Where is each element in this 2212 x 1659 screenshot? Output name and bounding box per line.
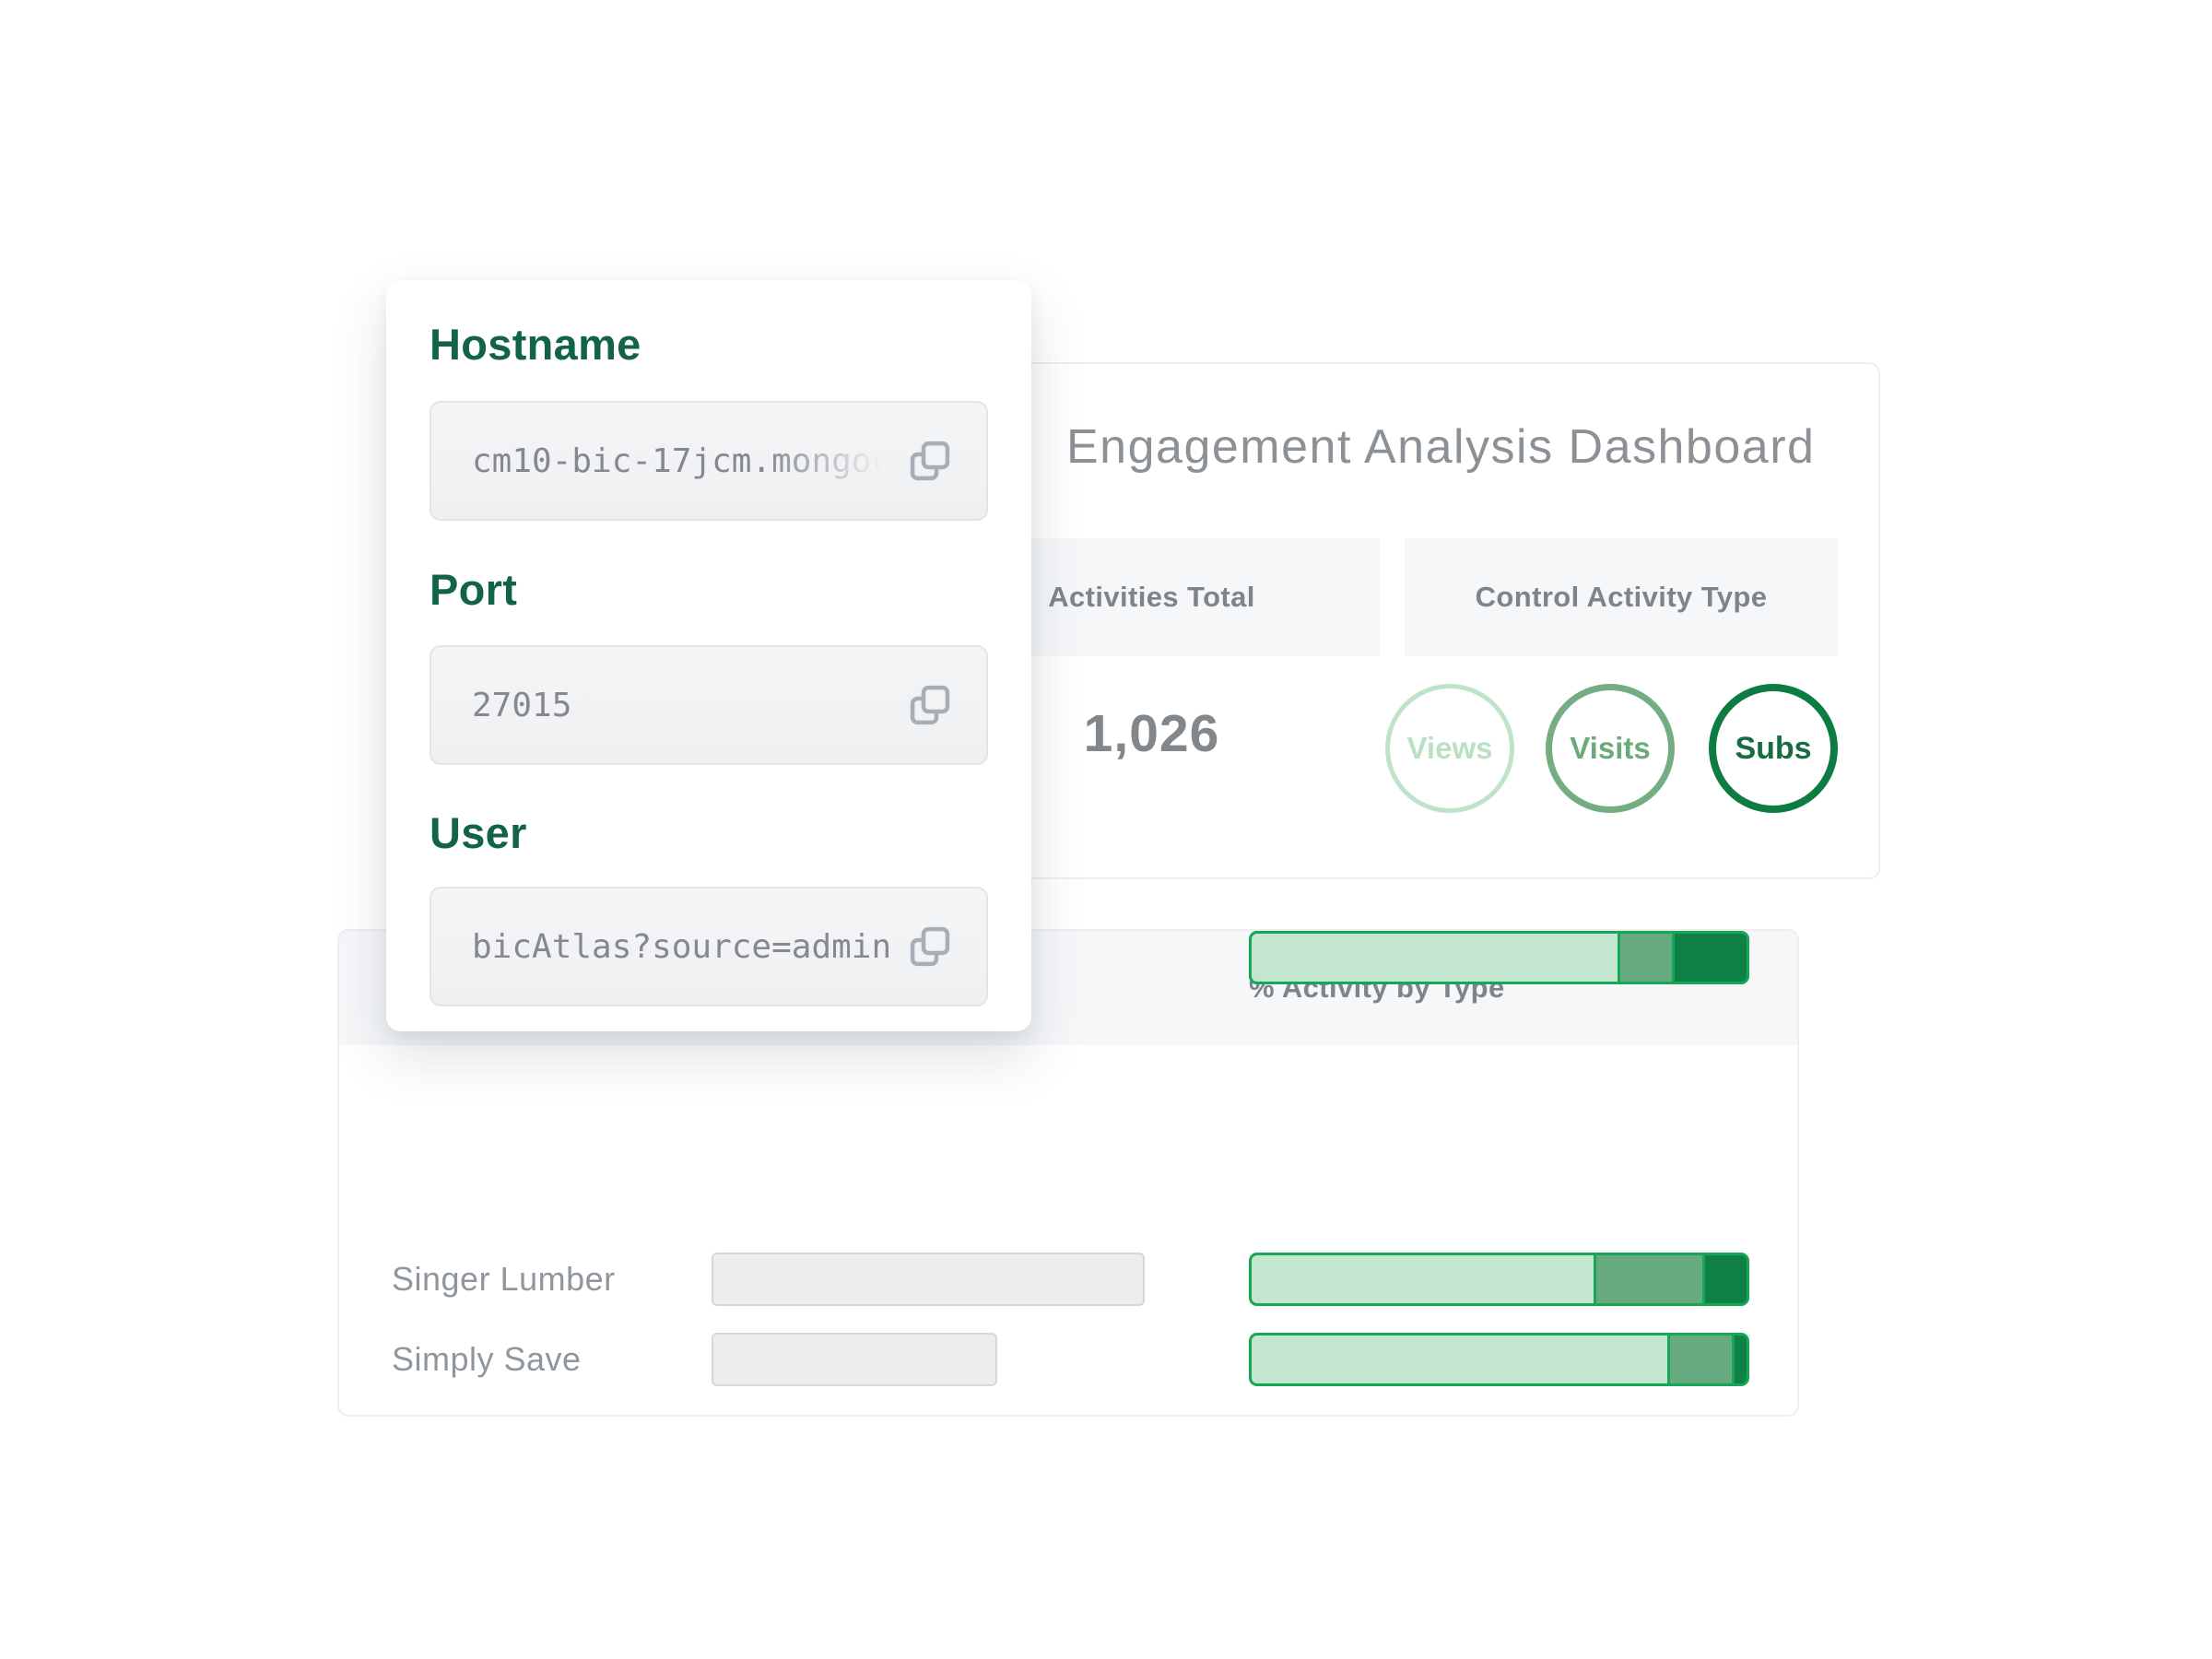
control-activity-type-header-label: Control Activity Type xyxy=(1475,581,1768,613)
visits-segment xyxy=(1667,1335,1732,1383)
volume-bar xyxy=(712,1333,997,1386)
activities-total-header-label: Activities Total xyxy=(1048,581,1255,613)
visits-toggle-label: Visits xyxy=(1570,731,1651,765)
subs-segment xyxy=(1701,1255,1747,1303)
user-field[interactable]: bicAtlas?source=admin xyxy=(429,887,988,1006)
copy-user-button[interactable] xyxy=(905,922,955,971)
subs-toggle-button[interactable]: Subs xyxy=(1709,684,1838,813)
port-field[interactable]: 27015 xyxy=(429,645,988,765)
table-row: Simply Save xyxy=(339,1333,1797,1386)
connection-details-panel: Hostname cm10-bic-17jcm.mongoc Port 2701… xyxy=(386,280,1031,1031)
visits-segment xyxy=(1593,1255,1702,1303)
views-toggle-button[interactable]: Views xyxy=(1385,684,1514,813)
table-row: Singer Lumber xyxy=(339,1253,1797,1306)
page-title: Engagement Analysis Dashboard xyxy=(1066,420,1816,474)
hostname-label: Hostname xyxy=(429,320,641,369)
copy-icon xyxy=(905,436,955,486)
copy-icon xyxy=(905,922,955,971)
stacked-bar xyxy=(1249,931,1749,984)
stacked-bar xyxy=(1249,1253,1749,1306)
subs-segment xyxy=(1672,934,1747,982)
views-segment xyxy=(1252,1255,1594,1303)
copy-hostname-button[interactable] xyxy=(905,436,955,486)
views-segment xyxy=(1252,934,1618,982)
subs-segment xyxy=(1731,1335,1747,1383)
visits-segment xyxy=(1618,934,1673,982)
copy-port-button[interactable] xyxy=(905,680,955,730)
activities-total-value: 1,026 xyxy=(1083,704,1220,763)
dashboard-card: Engagement Analysis Dashboard Activities… xyxy=(876,362,1880,879)
hostname-field[interactable]: cm10-bic-17jcm.mongoc xyxy=(429,401,988,521)
row-label: Simply Save xyxy=(392,1340,582,1378)
views-segment xyxy=(1252,1335,1668,1383)
port-label: Port xyxy=(429,565,518,614)
visits-toggle-button[interactable]: Visits xyxy=(1546,684,1675,813)
views-toggle-label: Views xyxy=(1406,731,1493,765)
stacked-bar xyxy=(1249,1333,1749,1386)
hostname-value: cm10-bic-17jcm.mongoc xyxy=(472,441,892,480)
volume-bar xyxy=(712,1253,1145,1306)
row-label: Singer Lumber xyxy=(392,1260,616,1298)
port-value: 27015 xyxy=(472,686,572,724)
copy-icon xyxy=(905,680,955,730)
user-label: User xyxy=(429,808,527,857)
subs-toggle-label: Subs xyxy=(1735,730,1812,766)
control-activity-type-header: Control Activity Type xyxy=(1405,538,1838,656)
user-value: bicAtlas?source=admin xyxy=(472,927,892,966)
